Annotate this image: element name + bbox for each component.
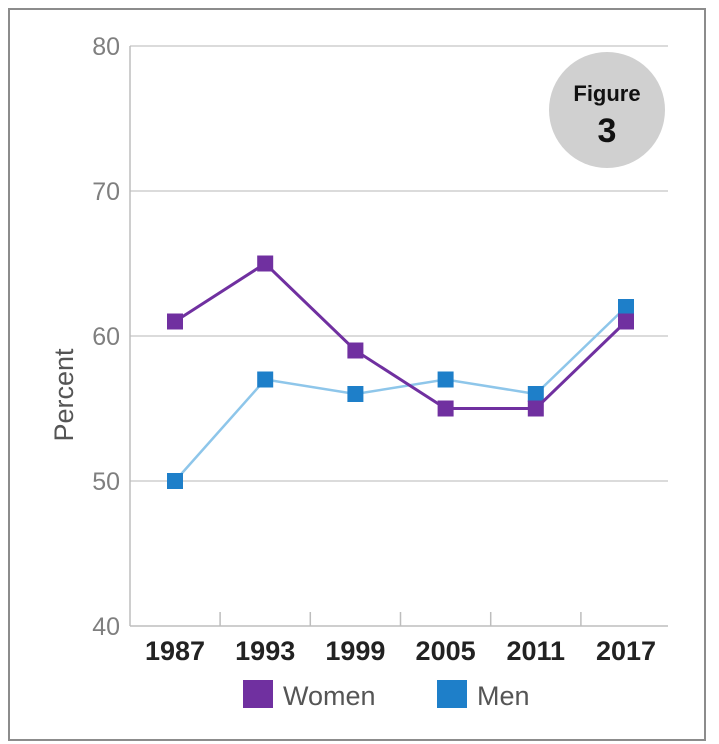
- data-point-women: [347, 342, 364, 359]
- data-point-men: [257, 371, 274, 388]
- figure-badge-number: 3: [598, 112, 617, 150]
- figure-badge-circle: [549, 52, 665, 168]
- x-tick-label: 2017: [596, 636, 656, 666]
- gridlines: [130, 45, 668, 482]
- legend-swatch-women: [243, 680, 273, 708]
- y-tick-label: 50: [92, 468, 120, 496]
- axes: [129, 46, 668, 627]
- data-point-women: [527, 400, 544, 417]
- data-point-men: [618, 299, 634, 315]
- x-tick-labels: 1987 1993 1999 2005 2011 2017: [145, 636, 656, 666]
- data-point-men: [437, 371, 454, 388]
- legend-swatch-men: [437, 680, 467, 708]
- data-point-women: [618, 313, 634, 330]
- legend-label-men: Men: [477, 681, 530, 711]
- data-point-men: [167, 473, 183, 489]
- legend-label-women: Women: [283, 681, 376, 711]
- x-tick-label: 2011: [507, 636, 566, 666]
- data-point-men: [527, 386, 544, 402]
- series-line-women: [174, 261, 628, 410]
- x-tick-label: 1987: [145, 636, 205, 666]
- data-point-men: [347, 386, 364, 402]
- x-tick-label: 1999: [325, 636, 385, 666]
- y-tick-label: 70: [92, 178, 120, 206]
- figure-badge-title: Figure: [573, 81, 640, 106]
- x-tick-label: 1993: [235, 636, 295, 666]
- series-line-men: [174, 306, 627, 482]
- data-point-women: [167, 313, 183, 330]
- y-tick-label: 80: [92, 33, 120, 61]
- data-point-women: [257, 255, 274, 272]
- data-point-women: [437, 400, 454, 417]
- y-axis-label: Percent: [49, 348, 79, 442]
- y-tick-label: 40: [92, 613, 120, 641]
- x-tick-label: 2005: [416, 636, 476, 666]
- legend: Women Men: [243, 680, 530, 711]
- figure-badge: Figure 3: [549, 52, 665, 168]
- y-tick-label: 60: [92, 323, 120, 351]
- y-tick-labels: 40 50 60 70 80: [92, 33, 120, 641]
- series-layer: [167, 255, 634, 489]
